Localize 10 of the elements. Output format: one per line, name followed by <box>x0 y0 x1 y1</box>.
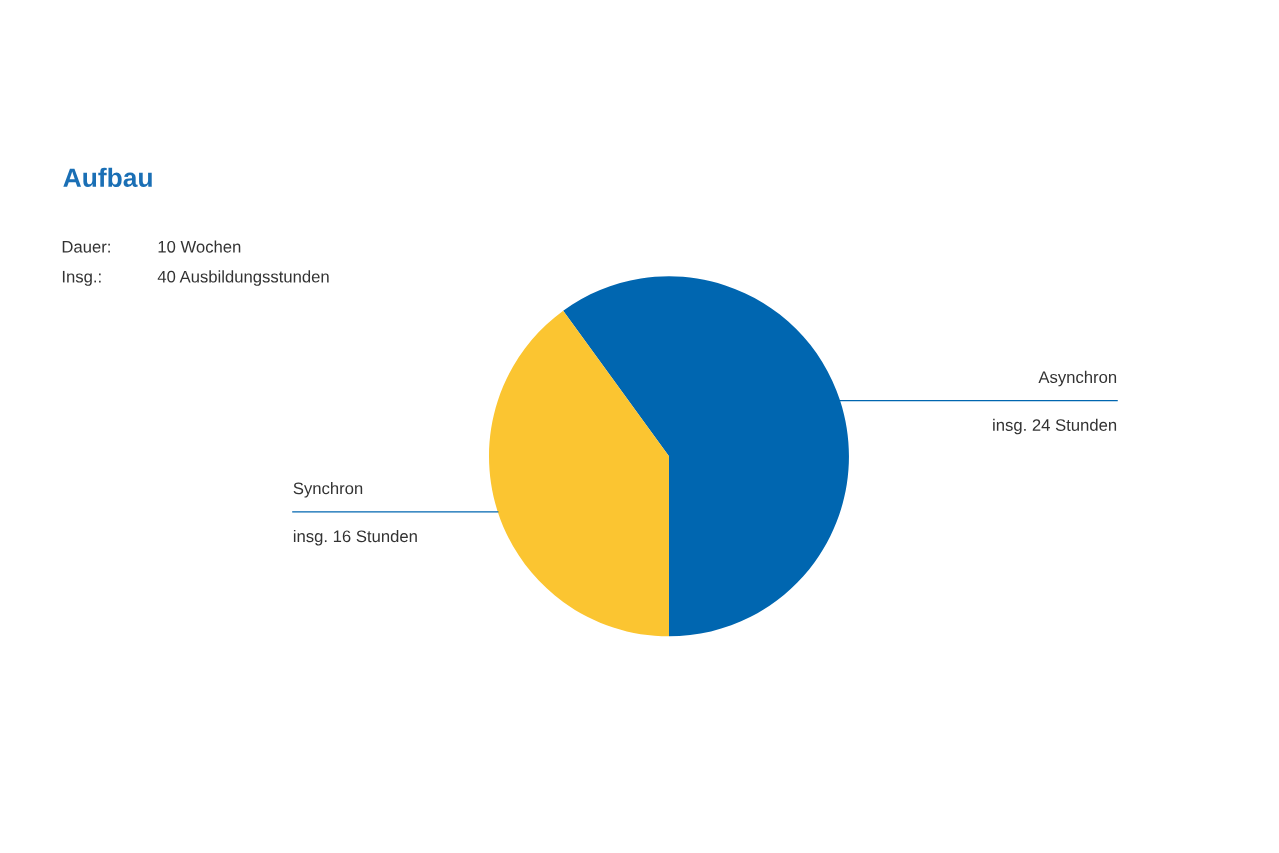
slice-label: Synchron <box>293 482 363 498</box>
text: 10 Wochen <box>158 240 241 253</box>
text: Dauer: <box>62 241 110 253</box>
slice-label: Asynchron <box>1038 370 1117 387</box>
data-label: insg. 24 Stunden <box>993 418 1117 435</box>
chart-title: Aufbau <box>63 167 152 188</box>
pie-slice <box>489 310 669 637</box>
data-label: insg. 16 Stunden <box>293 529 417 546</box>
text: 40 Ausbildungsstunden <box>157 270 329 286</box>
text: Insg.: <box>62 270 101 286</box>
